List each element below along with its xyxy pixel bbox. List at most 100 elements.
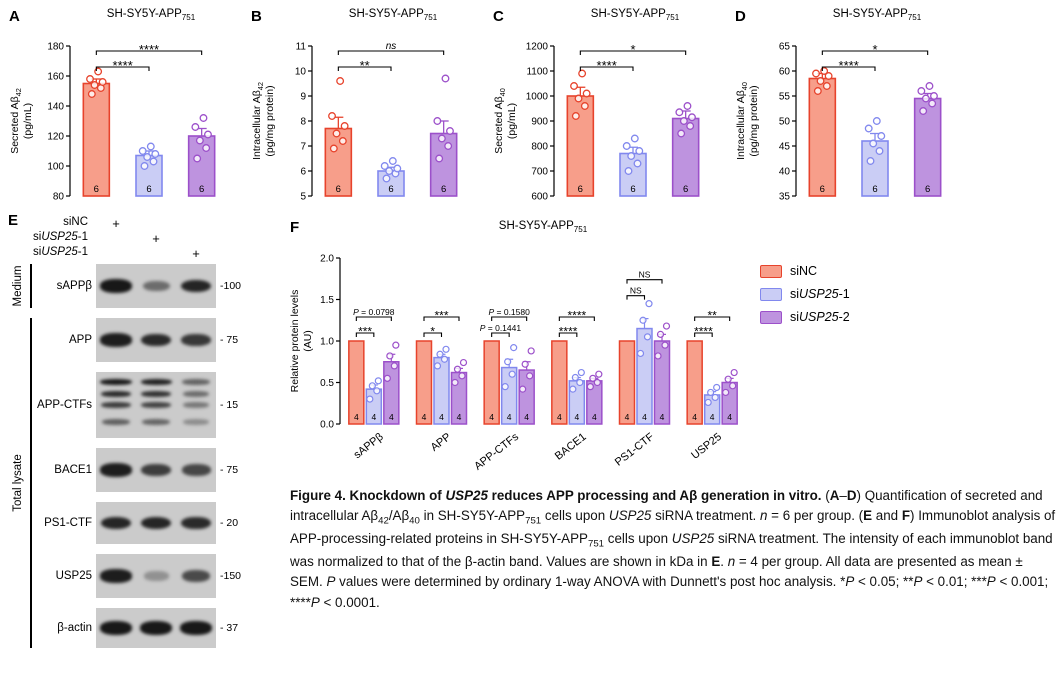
data-point (824, 72, 833, 80)
text-segment: 751 (587, 538, 605, 550)
chart-panel-f: F SH-SY5Y-APP751 Relative protein levels (A… (289, 219, 738, 473)
blot-band (143, 571, 169, 581)
chart-panel-b: B SH-SY5Y-APP751 Intracellular Aβ42 (pg/mg … (251, 8, 458, 203)
text-segment: . (720, 554, 728, 570)
y-axis-label-line1: Secreted Aβ40 (493, 88, 507, 154)
y-axis-label-line1: Relative protein levels (289, 290, 301, 393)
molecular-weight-label: -150 (220, 570, 242, 582)
n-label: 4 (660, 412, 665, 422)
sig-label: **** (113, 58, 133, 73)
group-bracket-line (30, 318, 32, 648)
data-point (453, 365, 462, 373)
y-axis-label-line2: (pg/mg protein) (264, 85, 276, 156)
sig-bracket (95, 50, 203, 55)
blot-band (183, 419, 209, 425)
n-label: 6 (820, 184, 825, 195)
n-label: 6 (199, 184, 204, 195)
y-tick-label: 65 (779, 42, 791, 53)
legend-label: siUSP25-1 (790, 287, 850, 301)
sample-group-label: Total lysate (12, 454, 24, 512)
y-tick-label: 700 (531, 167, 548, 178)
n-label: 4 (371, 412, 376, 422)
y-axis-label-line1: Secreted Aβ42 (9, 88, 23, 154)
text-segment: – (839, 488, 847, 503)
data-point (869, 139, 878, 148)
chart-panel-a: A SH-SY5Y-APP751 Secreted Aβ42(pg/mL) 80 100… (9, 8, 216, 203)
data-point (441, 74, 450, 83)
panel-letter-f: F (290, 219, 299, 236)
n-label: 6 (388, 184, 393, 195)
text-segment: < 0.01; *** (922, 574, 987, 590)
data-point (813, 87, 822, 95)
bar-siNC (483, 340, 500, 425)
y-tick-label: 160 (47, 72, 64, 83)
blot-band (182, 402, 210, 408)
data-point (340, 122, 349, 130)
n-label: 6 (441, 184, 446, 195)
y-tick-label: 55 (779, 92, 791, 103)
sig-label: * (872, 42, 877, 57)
data-point (636, 349, 645, 358)
sig-bracket (355, 332, 375, 337)
data-point (576, 378, 584, 387)
blot-band (100, 379, 132, 385)
data-point (713, 383, 721, 392)
y-tick-label: 2.0 (320, 254, 334, 265)
n-label: 4 (727, 412, 732, 422)
data-point (822, 82, 831, 90)
sig-label: **** (597, 58, 617, 73)
y-tick-label: 10 (295, 67, 307, 78)
data-point (866, 157, 875, 165)
blot-band (101, 402, 131, 408)
bar-siNC (82, 82, 111, 197)
data-point (574, 94, 583, 103)
sig-label: *** (358, 325, 372, 339)
data-point (202, 144, 211, 152)
data-point (730, 368, 738, 377)
sig-bracket (423, 332, 443, 337)
bar-siNC (551, 340, 568, 425)
chart-title: SH-SY5Y-APP751 (591, 8, 680, 22)
sig-bracket (423, 316, 460, 321)
blot-image-USP25 (96, 554, 216, 598)
data-point (373, 387, 381, 395)
text-segment: P (913, 574, 923, 590)
text-segment: P (845, 574, 855, 590)
data-point (433, 362, 442, 370)
data-point (504, 358, 512, 366)
bar-siUSP25_1 (619, 152, 647, 197)
data-point (917, 87, 926, 95)
data-point (143, 153, 152, 161)
chart-title: SH-SY5Y-APP751 (499, 220, 588, 234)
sig-label: ** (707, 309, 717, 323)
data-point (722, 388, 730, 397)
bar-siNC (808, 77, 837, 197)
data-point (508, 370, 516, 378)
sig-bracket (491, 332, 510, 337)
data-point (812, 69, 820, 78)
y-tick-label: 80 (53, 192, 65, 203)
sig-label: P = 0.0798 (353, 307, 395, 317)
text-segment: si (33, 246, 42, 258)
text-segment: USP25 (608, 508, 652, 524)
text-segment: < 0.05; ** (854, 574, 914, 590)
data-point (928, 99, 937, 108)
blot-image-β-actin (96, 608, 216, 648)
data-point (704, 398, 712, 407)
sig-bracket (626, 295, 646, 300)
data-point (451, 378, 459, 387)
sig-label: **** (559, 325, 578, 339)
sig-bracket (694, 316, 731, 321)
sig-label: **** (839, 58, 859, 73)
data-point (98, 78, 107, 86)
y-tick-label: 600 (531, 192, 548, 203)
y-tick-label: 9 (300, 92, 306, 103)
data-point (386, 352, 394, 360)
data-point (146, 142, 155, 151)
blot-band (100, 333, 132, 347)
n-label: 6 (925, 184, 930, 195)
sig-bracket (355, 316, 392, 321)
n-label: 6 (683, 184, 688, 195)
legend-swatch (760, 310, 782, 324)
text-segment: /Aβ (388, 508, 410, 524)
